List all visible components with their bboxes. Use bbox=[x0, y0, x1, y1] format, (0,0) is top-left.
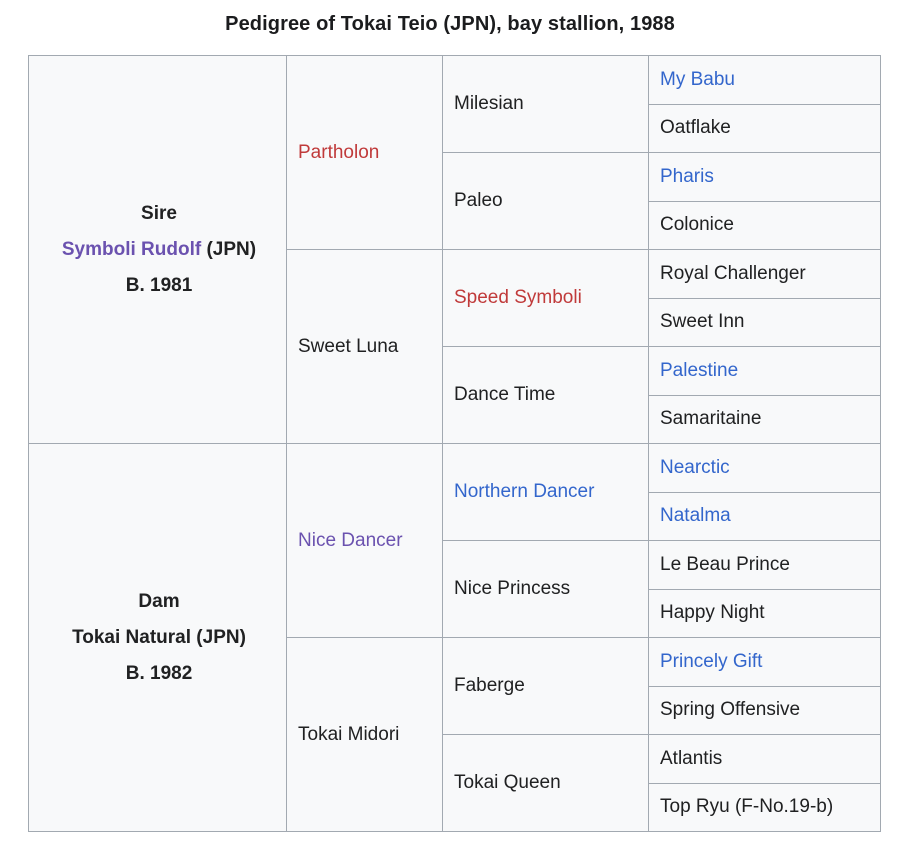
horse-name-nice-dancer[interactable]: Nice Dancer bbox=[298, 529, 403, 551]
horse-name-le-beau-prince: Le Beau Prince bbox=[660, 553, 790, 575]
cell-happy-night: Happy Night bbox=[648, 588, 881, 638]
page-title: Pedigree of Tokai Teio (JPN), bay stalli… bbox=[225, 13, 675, 35]
dam-name: Tokai Natural (JPN) bbox=[72, 626, 246, 648]
horse-name-milesian: Milesian bbox=[454, 93, 524, 114]
dam-role-label: Dam bbox=[138, 590, 180, 612]
horse-name-partholon[interactable]: Partholon bbox=[298, 141, 380, 163]
horse-name-spring-offensive: Spring Offensive bbox=[660, 699, 801, 721]
cell-palestine: Palestine bbox=[648, 346, 881, 396]
horse-name-tokai-midori: Tokai Midori bbox=[298, 723, 400, 745]
horse-name-happy-night: Happy Night bbox=[660, 602, 765, 624]
cell-sire: Sire Symboli Rudolf (JPN) B. 1981 bbox=[28, 55, 287, 444]
horse-name-royal-challenger: Royal Challenger bbox=[660, 262, 806, 284]
horse-name-top-ryu: Top Ryu (F-No.19-b) bbox=[660, 796, 834, 818]
cell-sweet-inn: Sweet Inn bbox=[648, 297, 881, 347]
horse-name-faberge: Faberge bbox=[454, 675, 525, 696]
cell-le-beau-prince: Le Beau Prince bbox=[648, 540, 881, 590]
horse-name-sweet-inn: Sweet Inn bbox=[660, 311, 745, 333]
horse-name-palestine[interactable]: Palestine bbox=[660, 359, 739, 381]
cell-speed-symboli: Speed Symboli bbox=[442, 249, 649, 347]
sire-born-label: B. 1981 bbox=[125, 274, 193, 296]
cell-my-babu: My Babu bbox=[648, 55, 881, 105]
sire-name-link[interactable]: Symboli Rudolf bbox=[61, 238, 202, 260]
cell-milesian: Milesian bbox=[442, 55, 649, 153]
cell-top-ryu: Top Ryu (F-No.19-b) bbox=[648, 782, 881, 832]
cell-paleo: Paleo bbox=[442, 152, 649, 250]
horse-name-nice-princess: Nice Princess bbox=[454, 578, 571, 599]
cell-nice-princess: Nice Princess bbox=[442, 540, 649, 638]
horse-name-sweet-luna: Sweet Luna bbox=[298, 335, 399, 357]
dam-born-label: B. 1982 bbox=[125, 662, 193, 684]
horse-name-colonice: Colonice bbox=[660, 214, 734, 236]
cell-atlantis: Atlantis bbox=[648, 734, 881, 784]
horse-name-princely-gift[interactable]: Princely Gift bbox=[660, 650, 763, 672]
cell-faberge: Faberge bbox=[442, 637, 649, 735]
horse-name-my-babu[interactable]: My Babu bbox=[660, 68, 735, 90]
cell-nice-dancer: Nice Dancer bbox=[286, 443, 443, 638]
cell-sweet-luna: Sweet Luna bbox=[286, 249, 443, 444]
horse-name-samaritaine: Samaritaine bbox=[660, 408, 762, 430]
horse-name-nearctic[interactable]: Nearctic bbox=[660, 456, 730, 478]
cell-natalma: Natalma bbox=[648, 491, 881, 541]
horse-name-northern-dancer[interactable]: Northern Dancer bbox=[454, 481, 595, 502]
horse-name-speed-symboli[interactable]: Speed Symboli bbox=[454, 287, 582, 308]
cell-colonice: Colonice bbox=[648, 200, 881, 250]
horse-name-atlantis: Atlantis bbox=[660, 747, 723, 769]
cell-pharis: Pharis bbox=[648, 152, 881, 202]
cell-samaritaine: Samaritaine bbox=[648, 394, 881, 444]
horse-name-oatflake: Oatflake bbox=[660, 117, 731, 139]
cell-tokai-midori: Tokai Midori bbox=[286, 637, 443, 832]
cell-dance-time: Dance Time bbox=[442, 346, 649, 444]
horse-name-paleo: Paleo bbox=[454, 190, 503, 211]
horse-name-natalma[interactable]: Natalma bbox=[660, 505, 731, 527]
pedigree-table: Sire Symboli Rudolf (JPN) B. 1981 Partho… bbox=[28, 55, 881, 832]
sire-role-label: Sire bbox=[141, 202, 177, 224]
cell-oatflake: Oatflake bbox=[648, 103, 881, 153]
cell-tokai-queen: Tokai Queen bbox=[442, 734, 649, 832]
cell-dam: Dam Tokai Natural (JPN) B. 1982 bbox=[28, 443, 287, 832]
horse-name-pharis[interactable]: Pharis bbox=[660, 165, 714, 187]
cell-princely-gift: Princely Gift bbox=[648, 637, 881, 687]
sire-country-suffix: (JPN) bbox=[201, 238, 257, 260]
cell-partholon: Partholon bbox=[286, 55, 443, 250]
cell-nearctic: Nearctic bbox=[648, 443, 881, 493]
cell-royal-challenger: Royal Challenger bbox=[648, 249, 881, 299]
cell-spring-offensive: Spring Offensive bbox=[648, 685, 881, 735]
horse-name-tokai-queen: Tokai Queen bbox=[454, 772, 561, 793]
cell-northern-dancer: Northern Dancer bbox=[442, 443, 649, 541]
horse-name-dance-time: Dance Time bbox=[454, 384, 556, 405]
